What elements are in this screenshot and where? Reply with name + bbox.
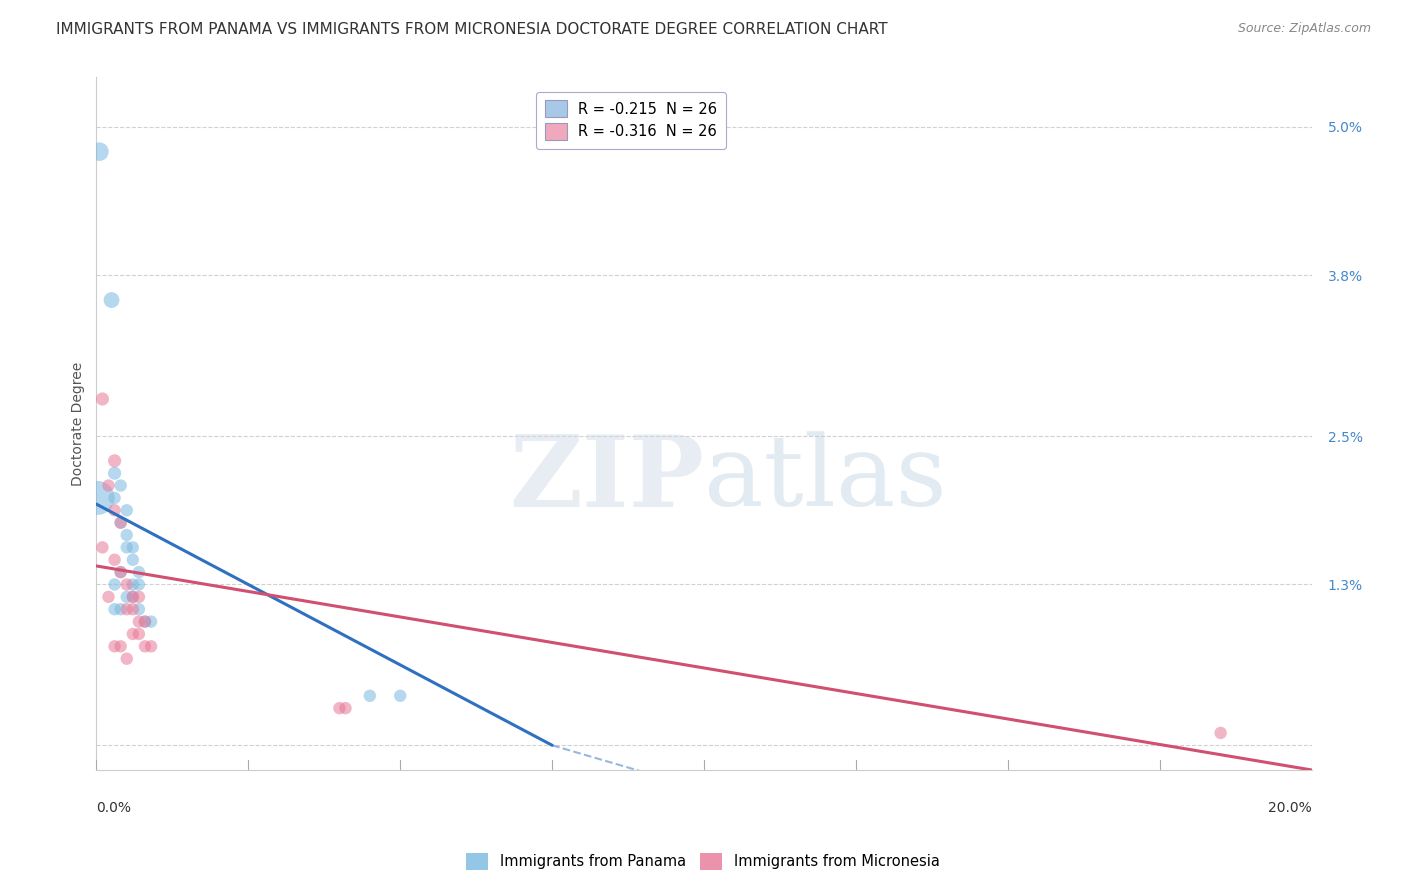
- Text: atlas: atlas: [704, 431, 946, 527]
- Point: [100, 293, 122, 307]
- Text: IMMIGRANTS FROM PANAMA VS IMMIGRANTS FROM MICRONESIA DOCTORATE DEGREE CORRELATIO: IMMIGRANTS FROM PANAMA VS IMMIGRANTS FRO…: [56, 22, 887, 37]
- Point: [91, 392, 114, 406]
- Text: ZIP: ZIP: [509, 431, 704, 528]
- Y-axis label: Doctorate Degree: Doctorate Degree: [72, 361, 86, 486]
- Point: [121, 541, 143, 555]
- Point: [89, 145, 111, 159]
- Point: [97, 590, 120, 604]
- Point: [103, 602, 125, 616]
- Point: [115, 602, 138, 616]
- Point: [121, 590, 143, 604]
- Text: 20.0%: 20.0%: [1268, 800, 1312, 814]
- Point: [128, 615, 150, 629]
- Point: [115, 503, 138, 517]
- Point: [128, 577, 150, 591]
- Point: [97, 478, 120, 492]
- Point: [134, 640, 156, 654]
- Point: [128, 590, 150, 604]
- Point: [103, 577, 125, 591]
- Point: [115, 541, 138, 555]
- Point: [103, 503, 125, 517]
- Point: [389, 689, 412, 703]
- Point: [115, 528, 138, 542]
- Legend: Immigrants from Panama, Immigrants from Micronesia: Immigrants from Panama, Immigrants from …: [460, 847, 946, 876]
- Point: [121, 590, 143, 604]
- Point: [121, 553, 143, 567]
- Point: [139, 615, 162, 629]
- Point: [103, 640, 125, 654]
- Point: [335, 701, 357, 715]
- Point: [121, 627, 143, 641]
- Point: [110, 565, 132, 579]
- Point: [110, 478, 132, 492]
- Point: [103, 466, 125, 480]
- Point: [1209, 726, 1232, 740]
- Point: [139, 640, 162, 654]
- Point: [134, 615, 156, 629]
- Point: [110, 565, 132, 579]
- Point: [86, 491, 108, 505]
- Point: [134, 615, 156, 629]
- Point: [103, 553, 125, 567]
- Point: [328, 701, 350, 715]
- Point: [121, 577, 143, 591]
- Point: [110, 516, 132, 530]
- Point: [103, 491, 125, 505]
- Point: [103, 454, 125, 468]
- Point: [359, 689, 381, 703]
- Point: [115, 590, 138, 604]
- Point: [128, 627, 150, 641]
- Point: [115, 577, 138, 591]
- Point: [110, 516, 132, 530]
- Legend: R = -0.215  N = 26, R = -0.316  N = 26: R = -0.215 N = 26, R = -0.316 N = 26: [536, 92, 725, 149]
- Point: [110, 602, 132, 616]
- Point: [128, 565, 150, 579]
- Point: [115, 651, 138, 665]
- Text: Source: ZipAtlas.com: Source: ZipAtlas.com: [1237, 22, 1371, 36]
- Point: [110, 640, 132, 654]
- Text: 0.0%: 0.0%: [97, 800, 131, 814]
- Point: [128, 602, 150, 616]
- Point: [121, 602, 143, 616]
- Point: [91, 541, 114, 555]
